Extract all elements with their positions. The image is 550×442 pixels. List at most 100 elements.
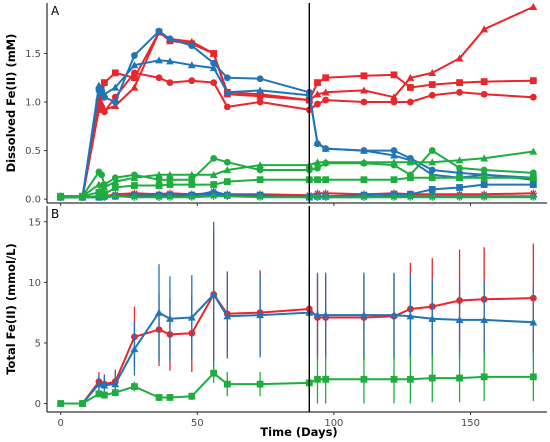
panel-a-data-point xyxy=(256,176,264,184)
panel-a-data-point xyxy=(223,74,231,82)
panel-a-data-point xyxy=(223,178,231,186)
panel-a-data-point xyxy=(130,193,139,201)
panel-b-x-tick-label: 50 xyxy=(191,418,204,429)
panel-a-data-point xyxy=(480,181,488,188)
panel-a-data-point xyxy=(95,98,103,106)
panel-a-data-point xyxy=(480,90,488,98)
panel-a-data-point xyxy=(322,176,330,184)
panel-a-y-tick-label: 0.5 xyxy=(25,146,41,157)
panel-a-y-tick-label: 1.0 xyxy=(25,98,41,109)
panel-a-data-point xyxy=(428,91,436,99)
panel-a-data-point xyxy=(78,193,87,201)
panel-b-data-point xyxy=(155,394,163,401)
panel-a-data-point xyxy=(360,72,368,80)
panel-a-data-point xyxy=(529,181,537,188)
panel-a-data-point xyxy=(360,98,368,106)
panel-b-data-point xyxy=(111,380,120,388)
panel-b-y-tick-label: 15 xyxy=(28,217,41,228)
panel-b-series-line xyxy=(60,372,534,405)
panel-b-data-point xyxy=(111,389,119,397)
panel-b-data-point xyxy=(529,373,537,381)
panel-b-data-point xyxy=(223,312,232,320)
panel-a-data-point xyxy=(256,98,264,106)
panel-b-data-point xyxy=(256,380,264,388)
panel-a-data-point xyxy=(100,90,109,98)
panel-a-data-point xyxy=(210,154,218,162)
panel-a-data-point xyxy=(155,182,163,189)
panel-a-data-point xyxy=(456,79,463,87)
panel-a-data-point xyxy=(322,74,330,82)
panel-b-y-tick-label: 10 xyxy=(28,278,41,289)
panel-a-data-point xyxy=(321,158,330,166)
panel-a-data-point xyxy=(360,176,368,184)
panel-a-data-point xyxy=(130,83,139,91)
panel-a-data-point xyxy=(209,170,218,178)
panel-b-data-point xyxy=(95,380,103,388)
panel-a-data-point xyxy=(166,57,174,65)
panel-a-data-point xyxy=(130,173,139,181)
panel-b-data-point xyxy=(187,313,196,321)
panel-b-data-point xyxy=(166,314,174,322)
panel-a-data-point xyxy=(56,193,65,201)
panel-a-data-point xyxy=(321,88,330,96)
panel-a-data-point xyxy=(256,193,264,201)
panel-a-data-point xyxy=(406,158,415,166)
panel-a-data-point xyxy=(321,144,330,152)
panel-a-data-point xyxy=(100,79,108,87)
panel-b-data-point xyxy=(314,375,321,383)
panel-b-data-point xyxy=(455,315,464,324)
panel-b-data-point xyxy=(428,314,437,322)
panel-a-data-point xyxy=(166,193,174,201)
panel-b-data-point xyxy=(209,290,218,298)
panel-a-data-point xyxy=(455,193,464,201)
panel-a-data-point xyxy=(100,192,109,200)
panel-b-series-line xyxy=(60,293,534,405)
panel-a-data-point xyxy=(480,174,488,182)
panel-a-series-12 xyxy=(56,192,538,201)
panel-a-data-point xyxy=(428,147,436,154)
panel-a-data-point xyxy=(188,42,196,50)
panel-a-data-point xyxy=(209,192,218,200)
panel-a-data-point xyxy=(210,79,218,87)
panel-a-data-point xyxy=(313,158,322,166)
panel-a-data-point xyxy=(98,171,106,179)
panel-b-x-tick-label: 150 xyxy=(461,418,480,429)
panel-a-data-point xyxy=(406,84,414,91)
panel-a-data-point xyxy=(166,79,174,87)
panel-a-data-point xyxy=(529,174,537,182)
panel-a-data-point xyxy=(100,183,109,191)
panel-a-data-point xyxy=(480,25,489,33)
panel-a-data-point xyxy=(360,193,368,201)
panel-a-data-point xyxy=(111,83,120,91)
panel-a-data-point xyxy=(111,98,119,106)
panel-a-data-point xyxy=(406,98,414,106)
panel-a-data-point xyxy=(166,181,174,188)
panel-a-data-point xyxy=(100,105,109,113)
panel-a-data-point xyxy=(390,158,398,166)
panel-a-data-point xyxy=(187,61,196,69)
panel-b-data-point xyxy=(529,318,538,326)
panel-a-data-point xyxy=(428,158,437,166)
panel-b-data-point xyxy=(188,392,196,400)
panel-b-y-tick-label: 0 xyxy=(35,399,41,410)
panel-b-series-2 xyxy=(56,221,538,407)
panel-b-data-point xyxy=(390,311,398,319)
panel-a-data-point xyxy=(166,35,174,43)
panel-a-data-point xyxy=(390,93,398,101)
panel-b-data-point xyxy=(210,369,218,377)
panel-a-data-point xyxy=(111,184,119,191)
panel-a-data-point xyxy=(223,158,231,166)
panel-b-data-point xyxy=(406,375,414,383)
panel-a-data-point xyxy=(188,193,196,201)
panel-a-data-point xyxy=(456,174,463,182)
panel-b-y-axis-title: Total Fe(II) (mmol/L) xyxy=(4,243,18,375)
panel-b-data-point xyxy=(155,308,163,316)
panel-a-data-point xyxy=(155,74,163,82)
panel-a-data-point xyxy=(155,56,163,64)
panel-a-data-point xyxy=(455,54,464,62)
panel-a-data-point xyxy=(223,88,232,96)
panel-b-data-point xyxy=(360,375,368,383)
panel-a-data-point xyxy=(529,2,538,11)
